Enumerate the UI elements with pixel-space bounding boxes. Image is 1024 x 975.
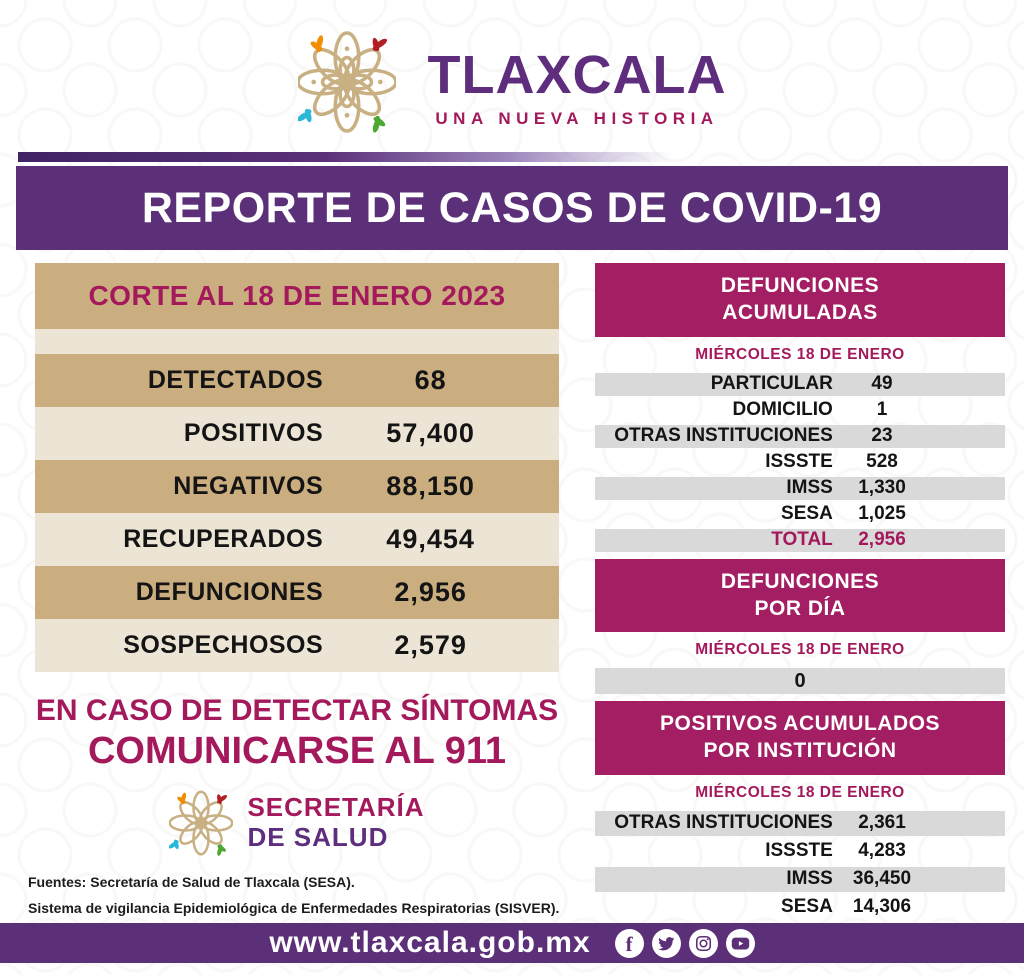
health-secretary-logo: SECRETARÍA DE SALUD <box>35 788 559 858</box>
source-line-2: Sistema de vigilancia Epidemiológica de … <box>28 899 560 916</box>
right-column: DEFUNCIONES ACUMULADAS MIÉRCOLES 18 DE E… <box>595 263 1005 951</box>
table-row: DEFUNCIONES 2,956 <box>35 566 559 619</box>
deaths-daily-value-row: 0 <box>595 668 1005 695</box>
table-row: PARTICULAR 49 <box>595 372 1005 396</box>
table-row: OTRAS INSTITUCIONES 23 <box>595 424 1005 448</box>
report-title: REPORTE DE CASOS DE COVID-19 <box>141 183 883 232</box>
brand-tagline: UNA NUEVA HISTORIA <box>435 109 719 128</box>
symptoms-notice: EN CASO DE DETECTAR SÍNTOMAS COMUNICARSE… <box>35 694 559 773</box>
instagram-icon[interactable] <box>688 928 718 958</box>
positives-by-institution-header: POSITIVOS ACUMULADOS POR INSTITUCIÓN <box>595 701 1005 775</box>
table-total-row: TOTAL 2,956 <box>595 528 1005 552</box>
footer-bar: www.tlaxcala.gob.mx f <box>0 923 1024 963</box>
table-row: NEGATIVOS 88,150 <box>35 460 559 513</box>
notice-line-1: EN CASO DE DETECTAR SÍNTOMAS <box>35 694 559 727</box>
brand-name: TLAXCALA <box>427 45 727 105</box>
health-logo-line-1: SECRETARÍA <box>247 792 425 823</box>
table-row: DETECTADOS 68 <box>35 354 559 407</box>
deaths-daily-value: 0 <box>794 669 806 692</box>
brand-header: TLAXCALA UNA NUEVA HISTORIA <box>0 26 1024 138</box>
table-row: ISSSTE 4,283 <box>765 840 906 862</box>
twitter-icon[interactable] <box>651 928 681 958</box>
table-row: DOMICILIO 1 <box>732 399 888 421</box>
salud-flower-logo-icon <box>169 790 234 856</box>
report-title-banner: REPORTE DE CASOS DE COVID-19 <box>16 166 1008 250</box>
summary-table: DETECTADOS 68 POSITIVOS 57,400 NEGATIVOS… <box>35 329 559 672</box>
table-row: ISSSTE 528 <box>765 451 898 473</box>
health-logo-line-2: DE SALUD <box>247 822 389 852</box>
table-row: IMSS 36,450 <box>595 866 1005 892</box>
table-row: IMSS 1,330 <box>595 476 1005 500</box>
table-row: SESA 14,306 <box>781 896 912 918</box>
facebook-icon[interactable]: f <box>614 928 644 958</box>
source-line-1: Fuentes: Secretaría de Salud de Tlaxcala… <box>28 874 355 890</box>
table-row: SESA 1,025 <box>781 503 906 525</box>
table-row: OTRAS INSTITUCIONES 2,361 <box>595 810 1005 836</box>
summary-panel-header: CORTE AL 18 DE ENERO 2023 <box>35 263 559 329</box>
summary-panel: CORTE AL 18 DE ENERO 2023 DETECTADOS 68 … <box>35 263 559 672</box>
youtube-icon[interactable] <box>725 928 755 958</box>
social-icons: f <box>614 928 755 958</box>
gradient-divider <box>18 152 700 162</box>
sources-note: Fuentes: Secretaría de Salud de Tlaxcala… <box>28 870 608 922</box>
table-row: RECUPERADOS 49,454 <box>123 524 475 554</box>
deaths-accumulated-header: DEFUNCIONES ACUMULADAS <box>595 263 1005 337</box>
notice-line-2: COMUNICARSE AL 911 <box>87 730 507 772</box>
table-row: POSITIVOS 57,400 <box>183 418 475 448</box>
tlaxcala-flower-logo-icon <box>297 31 396 133</box>
deaths-accumulated-table: PARTICULAR 49 DOMICILIO 1 OTRAS INSTITUC… <box>595 372 1005 552</box>
cutoff-date-title: CORTE AL 18 DE ENERO 2023 <box>88 280 506 311</box>
deaths-accumulated-date: MIÉRCOLES 18 DE ENERO <box>695 345 905 363</box>
positives-by-institution-date: MIÉRCOLES 18 DE ENERO <box>695 783 905 801</box>
deaths-daily-header: DEFUNCIONES POR DÍA <box>595 558 1005 633</box>
deaths-daily-date: MIÉRCOLES 18 DE ENERO <box>695 641 905 659</box>
footer-url[interactable]: www.tlaxcala.gob.mx <box>269 926 591 959</box>
table-row: SOSPECHOSOS 2,579 <box>123 630 467 660</box>
